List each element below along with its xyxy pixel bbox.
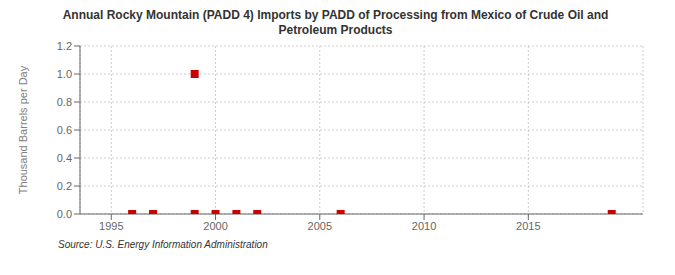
svg-text:2005: 2005 — [308, 220, 332, 232]
svg-text:0.0: 0.0 — [57, 208, 72, 220]
svg-text:0.2: 0.2 — [57, 180, 72, 192]
svg-text:0.8: 0.8 — [57, 96, 72, 108]
svg-text:1.0: 1.0 — [57, 68, 72, 80]
svg-text:0.6: 0.6 — [57, 124, 72, 136]
html-text:Annual Rocky Mountain (PADD 4): Annual Rocky Mountain (PADD 4) Imports b… — [62, 8, 609, 22]
svg-text:2010: 2010 — [412, 220, 436, 232]
svg-text:0.4: 0.4 — [57, 152, 72, 164]
svg-text:1.2: 1.2 — [57, 40, 72, 52]
svg-text:Thousand Barrels per Day: Thousand Barrels per Day — [17, 65, 29, 194]
svg-text:2000: 2000 — [203, 220, 227, 232]
svg-text:1995: 1995 — [99, 220, 123, 232]
svg-text:2015: 2015 — [516, 220, 540, 232]
html-text:Source: U.S. Energy Informatio: Source: U.S. Energy Information Administ… — [58, 239, 268, 250]
html-text:Petroleum Products: Petroleum Products — [278, 23, 393, 37]
